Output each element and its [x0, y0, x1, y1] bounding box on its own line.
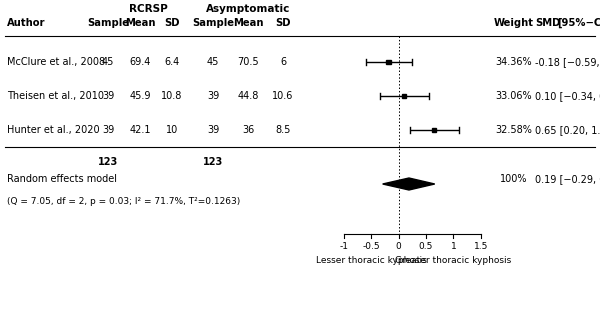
Text: 32.58%: 32.58%	[496, 125, 532, 135]
Text: -1: -1	[339, 242, 348, 251]
Text: Sample: Sample	[87, 18, 129, 28]
Text: 36: 36	[242, 125, 254, 135]
Text: 45: 45	[207, 57, 219, 67]
Text: 0: 0	[395, 242, 401, 251]
Text: SD: SD	[275, 18, 291, 28]
Text: Author: Author	[7, 18, 46, 28]
Text: [95%−CI]: [95%−CI]	[557, 18, 600, 28]
Text: RCRSP: RCRSP	[128, 4, 167, 14]
Text: Lesser thoracic kyphosis: Lesser thoracic kyphosis	[316, 256, 427, 265]
Text: -0.5: -0.5	[362, 242, 380, 251]
Text: 10.6: 10.6	[272, 91, 293, 101]
Text: 123: 123	[98, 157, 118, 167]
Bar	[402, 94, 406, 98]
Text: Sample: Sample	[192, 18, 234, 28]
Text: 39: 39	[102, 91, 114, 101]
Text: 44.8: 44.8	[238, 91, 259, 101]
Text: Hunter et al., 2020: Hunter et al., 2020	[7, 125, 100, 135]
Text: McClure et al., 2008: McClure et al., 2008	[7, 57, 105, 67]
Text: Theisen et al., 2010: Theisen et al., 2010	[7, 91, 104, 101]
Text: 10.8: 10.8	[161, 91, 182, 101]
Text: 1.5: 1.5	[473, 242, 488, 251]
Text: 1: 1	[451, 242, 456, 251]
Text: Greater thoracic kyphosis: Greater thoracic kyphosis	[395, 256, 512, 265]
Text: 6.4: 6.4	[164, 57, 179, 67]
Text: 34.36%: 34.36%	[496, 57, 532, 67]
Bar	[386, 60, 391, 64]
Text: 123: 123	[203, 157, 223, 167]
Text: 0.19 [−0.29, 0.66]: 0.19 [−0.29, 0.66]	[535, 174, 600, 184]
Text: -0.18 [−0.59, 0.24]: -0.18 [−0.59, 0.24]	[535, 57, 600, 67]
Text: 10: 10	[166, 125, 178, 135]
Text: 45: 45	[102, 57, 114, 67]
Text: 0.5: 0.5	[419, 242, 433, 251]
Polygon shape	[383, 178, 435, 190]
Text: SMD: SMD	[535, 18, 560, 28]
Text: Random effects model: Random effects model	[7, 174, 117, 184]
Text: 33.06%: 33.06%	[496, 91, 532, 101]
Text: 45.9: 45.9	[129, 91, 151, 101]
Text: 70.5: 70.5	[237, 57, 259, 67]
Text: 42.1: 42.1	[129, 125, 151, 135]
Text: 69.4: 69.4	[130, 57, 151, 67]
Text: 39: 39	[207, 125, 219, 135]
Bar	[432, 128, 436, 132]
Text: 0.65 [0.20, 1.11]: 0.65 [0.20, 1.11]	[535, 125, 600, 135]
Text: 100%: 100%	[500, 174, 528, 184]
Text: Mean: Mean	[125, 18, 155, 28]
Text: Asymptomatic: Asymptomatic	[206, 4, 290, 14]
Text: 39: 39	[207, 91, 219, 101]
Text: 39: 39	[102, 125, 114, 135]
Text: SD: SD	[164, 18, 180, 28]
Text: Weight: Weight	[494, 18, 534, 28]
Text: (Q = 7.05, df = 2, p = 0.03; I² = 71.7%, T²=0.1263): (Q = 7.05, df = 2, p = 0.03; I² = 71.7%,…	[7, 198, 240, 207]
Text: 8.5: 8.5	[275, 125, 290, 135]
Text: Mean: Mean	[233, 18, 263, 28]
Text: 6: 6	[280, 57, 286, 67]
Text: 0.10 [−0.34, 0.55]: 0.10 [−0.34, 0.55]	[535, 91, 600, 101]
